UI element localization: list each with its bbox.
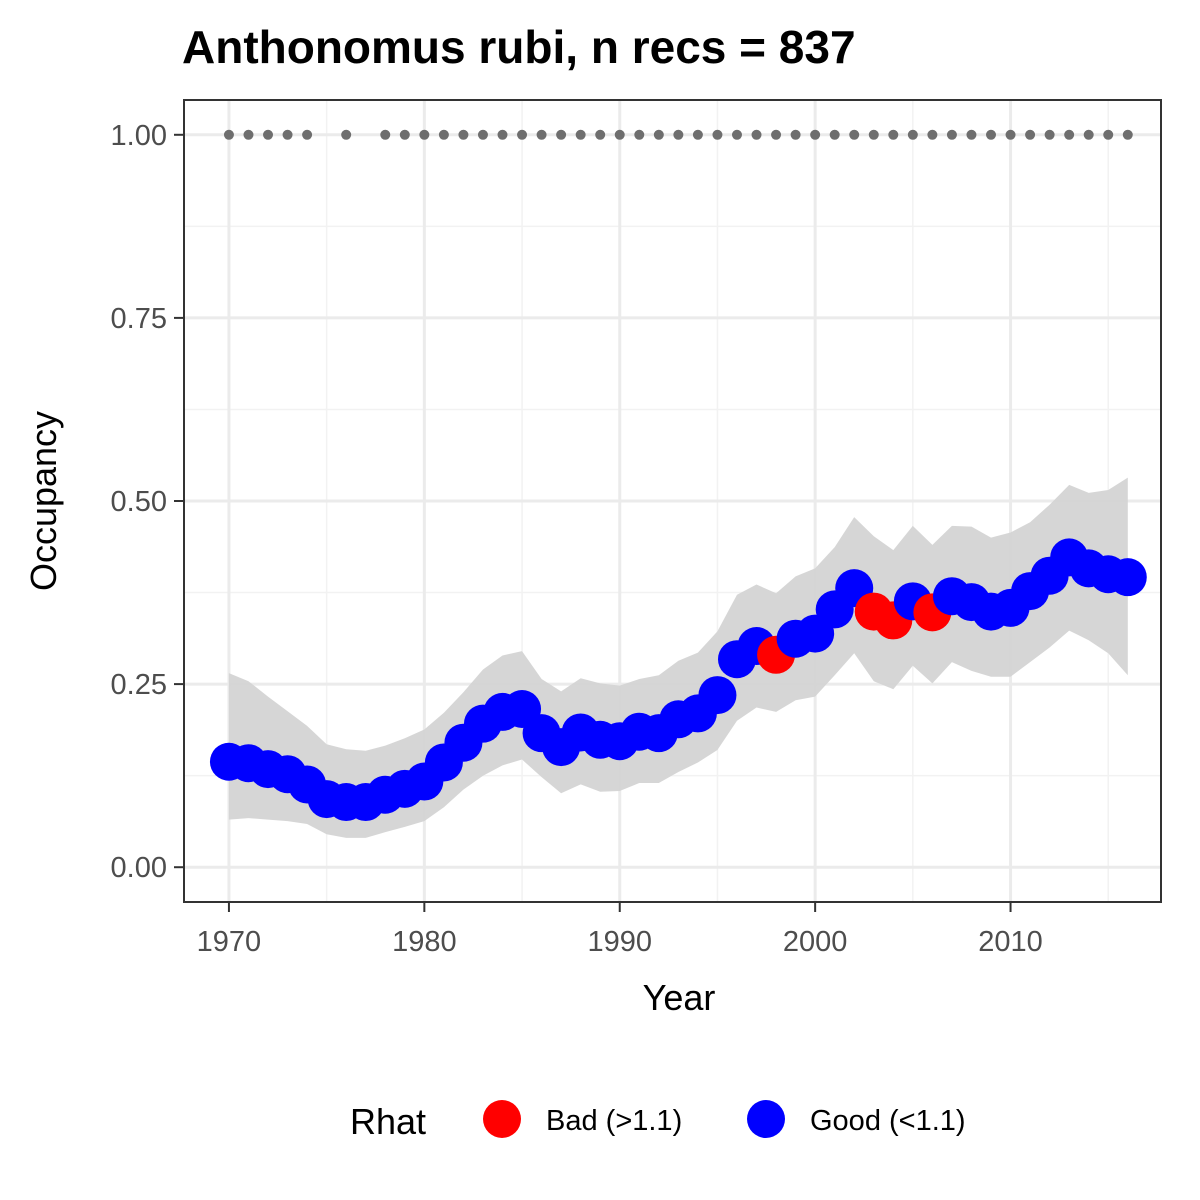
record-dot [927,129,938,140]
record-dot [907,129,918,140]
record-dot [731,129,742,140]
record-dot [1083,129,1094,140]
record-dot [223,129,234,140]
record-dots-layer [223,129,1133,140]
occupancy-points-layer [209,538,1147,822]
record-dot [966,129,977,140]
record-dot [536,129,547,140]
x-tick-label: 1980 [392,926,457,958]
record-dot [673,129,684,140]
x-tick-label: 2010 [978,926,1043,958]
chart-title: Anthonomus rubi, n recs = 837 [182,21,856,73]
record-dot [477,129,488,140]
record-dot [790,129,801,140]
y-axis: 0.00 0.25 0.50 0.75 1.00 [111,120,184,884]
record-dot [595,129,606,140]
record-dot [1103,129,1114,140]
record-dot [556,129,567,140]
record-dot [712,129,723,140]
occupancy-point-good [1108,558,1147,597]
record-dot [751,129,762,140]
record-dot [692,129,703,140]
y-tick-label: 0.75 [111,303,167,335]
x-tick-label: 2000 [783,926,848,958]
legend: Rhat Bad (>1.1) Good (<1.1) [350,1100,966,1142]
y-tick-label: 1.00 [111,120,167,152]
record-dot [497,129,508,140]
record-dot [1005,129,1016,140]
record-dot [1064,129,1075,140]
record-dot [1025,129,1036,140]
y-tick-label: 0.00 [111,852,167,884]
legend-title: Rhat [350,1101,426,1142]
record-dot [458,129,469,140]
legend-label-bad: Bad (>1.1) [546,1105,682,1137]
record-dot [399,129,410,140]
record-dot [1122,129,1133,140]
record-dot [653,129,664,140]
legend-key-good [747,1100,785,1138]
record-dot [946,129,957,140]
legend-label-good: Good (<1.1) [810,1105,966,1137]
record-dot [243,129,254,140]
y-tick-label: 0.50 [111,486,167,518]
occupancy-point-good [698,676,737,715]
x-tick-label: 1970 [197,926,262,958]
record-dot [1044,129,1055,140]
record-dot [986,129,997,140]
legend-key-bad [483,1100,521,1138]
record-dot [263,129,274,140]
record-dot [419,129,430,140]
record-dot [888,129,899,140]
x-axis-title: Year [643,977,716,1018]
record-dot [438,129,449,140]
record-dot [380,129,391,140]
record-dot [829,129,840,140]
record-dot [341,129,352,140]
record-dot [282,129,293,140]
record-dot [517,129,528,140]
y-tick-label: 0.25 [111,669,167,701]
y-axis-title: Occupancy [23,411,64,591]
record-dot [575,129,586,140]
record-dot [810,129,821,140]
record-dot [634,129,645,140]
record-dot [614,129,625,140]
x-tick-label: 1990 [587,926,652,958]
x-axis: 1970 1980 1990 2000 2010 [197,902,1043,958]
record-dot [849,129,860,140]
record-dot [302,129,313,140]
record-dot [868,129,879,140]
record-dot [771,129,782,140]
